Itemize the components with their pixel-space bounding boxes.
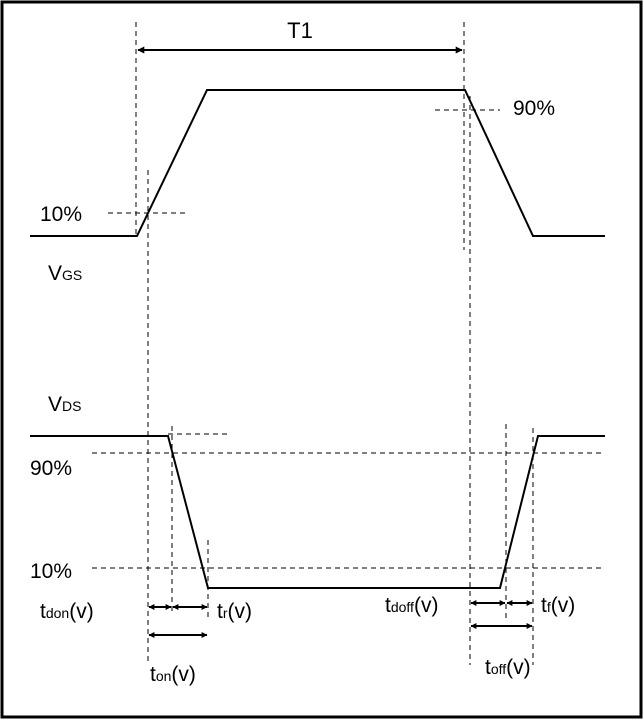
vds-label: VDS <box>48 393 81 416</box>
ton-label: ton(v) <box>150 663 196 686</box>
tdon-label: tdon(v) <box>40 600 94 623</box>
toff-label: toff(v) <box>485 656 531 679</box>
tdoff-label: tdoff(v) <box>385 594 438 617</box>
vds-waveform <box>30 435 605 589</box>
vgs-label: VGS <box>48 262 82 285</box>
vgs-90pct-label: 90% <box>513 97 555 120</box>
vds-10pct-label: 10% <box>30 560 72 583</box>
tf-label: tf(v) <box>541 594 575 617</box>
vgs-10pct-label: 10% <box>40 203 82 226</box>
tr-label: tr(v) <box>217 600 252 623</box>
t1-label: T1 <box>287 18 313 43</box>
vds-90pct-label: 90% <box>30 457 72 480</box>
vgs-waveform <box>30 89 605 237</box>
